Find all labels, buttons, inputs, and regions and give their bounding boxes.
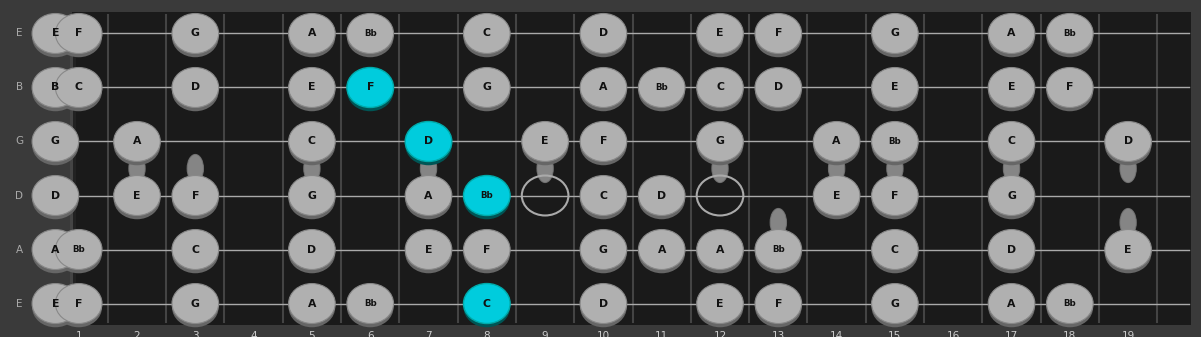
Ellipse shape bbox=[872, 71, 919, 111]
Ellipse shape bbox=[32, 122, 79, 161]
Text: F: F bbox=[74, 29, 83, 38]
Ellipse shape bbox=[55, 287, 102, 327]
Text: E: E bbox=[425, 245, 432, 254]
Ellipse shape bbox=[580, 233, 627, 273]
Ellipse shape bbox=[288, 122, 335, 161]
Ellipse shape bbox=[872, 67, 919, 108]
Text: Bb: Bb bbox=[364, 29, 377, 38]
Text: E: E bbox=[716, 29, 724, 38]
Text: A: A bbox=[832, 136, 841, 147]
Ellipse shape bbox=[32, 125, 79, 165]
Text: G: G bbox=[599, 245, 608, 254]
Ellipse shape bbox=[172, 179, 219, 219]
Ellipse shape bbox=[755, 287, 801, 327]
Text: E: E bbox=[716, 299, 724, 308]
Ellipse shape bbox=[1105, 125, 1152, 165]
Text: E: E bbox=[1008, 83, 1015, 92]
Ellipse shape bbox=[988, 122, 1035, 161]
Text: A: A bbox=[1008, 29, 1016, 38]
Text: D: D bbox=[599, 29, 608, 38]
Ellipse shape bbox=[172, 67, 219, 108]
Text: C: C bbox=[483, 29, 491, 38]
Text: F: F bbox=[192, 190, 199, 201]
Ellipse shape bbox=[988, 67, 1035, 108]
Ellipse shape bbox=[405, 233, 452, 273]
Ellipse shape bbox=[639, 229, 685, 270]
Ellipse shape bbox=[1105, 233, 1152, 273]
Text: 3: 3 bbox=[192, 331, 198, 337]
Ellipse shape bbox=[697, 17, 743, 57]
Ellipse shape bbox=[872, 233, 919, 273]
Ellipse shape bbox=[55, 71, 102, 111]
Ellipse shape bbox=[697, 283, 743, 324]
Ellipse shape bbox=[405, 229, 452, 270]
Text: C: C bbox=[891, 245, 898, 254]
Text: 1: 1 bbox=[76, 331, 82, 337]
Ellipse shape bbox=[172, 17, 219, 57]
Ellipse shape bbox=[639, 67, 685, 108]
Text: F: F bbox=[1066, 83, 1074, 92]
Text: Bb: Bb bbox=[1063, 29, 1076, 38]
Ellipse shape bbox=[1121, 209, 1136, 237]
Ellipse shape bbox=[32, 229, 79, 270]
Text: Bb: Bb bbox=[364, 299, 377, 308]
Text: C: C bbox=[1008, 136, 1016, 147]
Ellipse shape bbox=[288, 283, 335, 324]
Ellipse shape bbox=[712, 154, 728, 183]
Text: A: A bbox=[133, 136, 142, 147]
Ellipse shape bbox=[1046, 67, 1093, 108]
Ellipse shape bbox=[288, 13, 335, 54]
Ellipse shape bbox=[114, 125, 160, 165]
Text: G: G bbox=[716, 136, 724, 147]
Ellipse shape bbox=[288, 233, 335, 273]
Text: D: D bbox=[16, 190, 23, 201]
Ellipse shape bbox=[464, 287, 510, 327]
Ellipse shape bbox=[1046, 17, 1093, 57]
Text: G: G bbox=[1008, 190, 1016, 201]
Ellipse shape bbox=[32, 283, 79, 324]
Text: 4: 4 bbox=[250, 331, 257, 337]
Text: A: A bbox=[716, 245, 724, 254]
Ellipse shape bbox=[872, 179, 919, 219]
Text: Bb: Bb bbox=[889, 137, 901, 146]
Ellipse shape bbox=[813, 179, 860, 219]
Ellipse shape bbox=[521, 125, 568, 165]
Ellipse shape bbox=[288, 67, 335, 108]
Ellipse shape bbox=[347, 13, 394, 54]
Text: A: A bbox=[424, 190, 432, 201]
Ellipse shape bbox=[304, 154, 321, 183]
Ellipse shape bbox=[988, 233, 1035, 273]
Text: 15: 15 bbox=[889, 331, 902, 337]
Text: G: G bbox=[890, 299, 900, 308]
Text: Bb: Bb bbox=[480, 191, 494, 200]
Text: 19: 19 bbox=[1122, 331, 1135, 337]
Ellipse shape bbox=[464, 67, 510, 108]
Ellipse shape bbox=[32, 179, 79, 219]
Text: E: E bbox=[1124, 245, 1131, 254]
Text: F: F bbox=[891, 190, 898, 201]
Ellipse shape bbox=[114, 122, 160, 161]
Ellipse shape bbox=[420, 154, 437, 183]
Ellipse shape bbox=[1003, 154, 1020, 183]
Text: D: D bbox=[657, 190, 667, 201]
Bar bbox=[70, 14, 73, 323]
Ellipse shape bbox=[988, 176, 1035, 215]
Text: E: E bbox=[542, 136, 549, 147]
Text: F: F bbox=[599, 136, 607, 147]
Ellipse shape bbox=[580, 71, 627, 111]
Text: F: F bbox=[775, 299, 782, 308]
Ellipse shape bbox=[347, 67, 394, 108]
Ellipse shape bbox=[114, 176, 160, 215]
Ellipse shape bbox=[172, 287, 219, 327]
Text: 18: 18 bbox=[1063, 331, 1076, 337]
Ellipse shape bbox=[872, 176, 919, 215]
Text: D: D bbox=[773, 83, 783, 92]
Text: 10: 10 bbox=[597, 331, 610, 337]
Text: E: E bbox=[891, 83, 898, 92]
Ellipse shape bbox=[580, 283, 627, 324]
Ellipse shape bbox=[288, 71, 335, 111]
Ellipse shape bbox=[697, 229, 743, 270]
Ellipse shape bbox=[521, 122, 568, 161]
Text: Bb: Bb bbox=[72, 245, 85, 254]
